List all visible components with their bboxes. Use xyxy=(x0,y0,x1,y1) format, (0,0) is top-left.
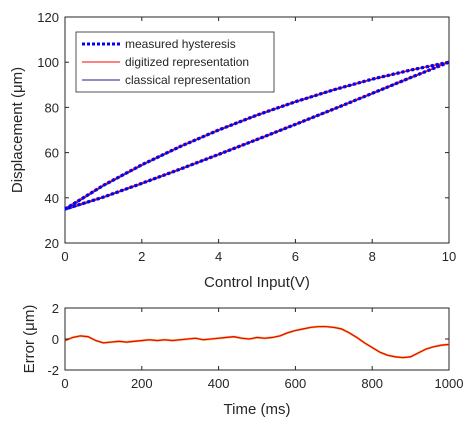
error-series-line xyxy=(64,325,450,359)
top-x-tick-label: 2 xyxy=(138,249,145,264)
top-x-tick-label: 0 xyxy=(61,249,68,264)
top-y-axis-label: Displacement (μm) xyxy=(9,67,26,193)
bottom-x-tick-label: 1000 xyxy=(435,376,464,391)
series-measured-hysteresis-branch-1 xyxy=(64,60,450,211)
bottom-series-lines xyxy=(64,325,450,359)
error-chart: 0 200 400 600 800 1000 -202 Time (ms) Error (… xyxy=(21,301,463,418)
top-y-tick-label: 20 xyxy=(45,236,59,251)
bottom-x-tick-label: 400 xyxy=(208,376,230,391)
top-x-tick-label: 4 xyxy=(215,249,222,264)
top-x-tick-label: 6 xyxy=(292,249,299,264)
top-y-tick-label: 40 xyxy=(45,191,59,206)
top-y-ticks: 20 40 60 80 100 120 xyxy=(37,10,449,251)
top-series-lines xyxy=(64,60,450,211)
legend-label-digitized: digitized representation xyxy=(125,55,249,69)
bottom-y-tick-label: -2 xyxy=(47,363,59,378)
bottom-x-tick-label: 0 xyxy=(61,376,68,391)
bottom-x-ticks: 0 200 400 600 800 1000 xyxy=(61,308,463,391)
top-x-axis-label: Control Input(V) xyxy=(204,274,310,291)
series-digitized-representation-branch-0 xyxy=(64,61,450,209)
top-x-ticks: 0 2 4 6 8 10 xyxy=(61,17,456,264)
bottom-x-tick-label: 200 xyxy=(131,376,153,391)
top-y-tick-label: 60 xyxy=(45,146,59,161)
top-y-tick-label: 100 xyxy=(37,55,59,70)
bottom-y-ticks: -2 0 2 xyxy=(47,301,449,378)
bottom-x-tick-label: 800 xyxy=(361,376,383,391)
top-x-tick-label: 8 xyxy=(369,249,376,264)
top-y-tick-label: 80 xyxy=(45,100,59,115)
top-x-tick-label: 10 xyxy=(442,249,456,264)
top-y-tick-label: 120 xyxy=(37,10,59,25)
bottom-y-axis-label: Error (μm) xyxy=(21,305,38,374)
legend: measured hysteresis digitized representa… xyxy=(75,31,275,93)
bottom-y-tick-label: 2 xyxy=(52,301,59,316)
bottom-x-axis-label: Time (ms) xyxy=(224,401,291,418)
bottom-plot-area xyxy=(64,307,450,371)
bottom-y-tick-label: 0 xyxy=(52,332,59,347)
legend-label-measured: measured hysteresis xyxy=(125,37,236,51)
legend-label-classical: classical representation xyxy=(125,73,250,87)
bottom-x-tick-label: 600 xyxy=(285,376,307,391)
